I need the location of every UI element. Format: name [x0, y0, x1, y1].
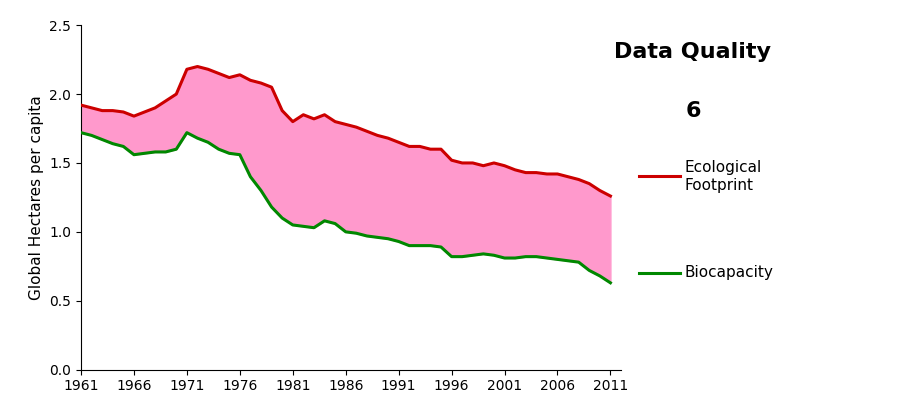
Text: Data Quality: Data Quality	[615, 42, 771, 62]
Text: Biocapacity: Biocapacity	[684, 265, 773, 281]
Text: Ecological
Footprint: Ecological Footprint	[684, 160, 761, 193]
Text: 6: 6	[685, 101, 701, 121]
Y-axis label: Global Hectares per capita: Global Hectares per capita	[29, 95, 44, 300]
